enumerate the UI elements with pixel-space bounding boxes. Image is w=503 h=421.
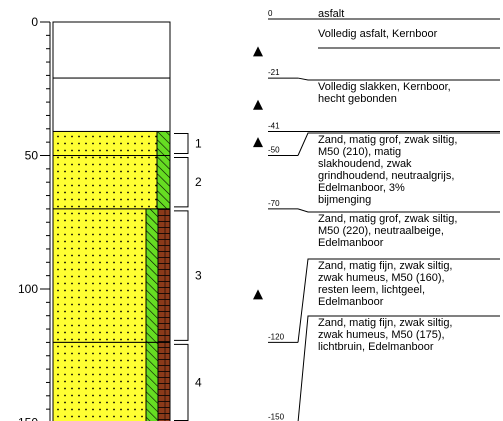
sample-brackets: 1 2 3 4 <box>174 132 202 421</box>
sample-label: 4 <box>195 375 202 389</box>
description-line: zwak humeus, M50 (175), <box>318 329 445 341</box>
triangle-marker <box>253 289 263 300</box>
description-line: Zand, matig fijn, zwak siltig, <box>318 317 453 329</box>
depth-label: -50 <box>268 146 280 155</box>
sample-bracket <box>174 132 189 154</box>
description-line: Edelmanboor <box>318 296 384 308</box>
description-line: asfalt <box>318 8 344 20</box>
description-line: lichtbruin, Edelmanboor <box>318 341 434 353</box>
description-line: M50 (220), neutraalbeige, <box>318 225 444 237</box>
sample-label: 3 <box>195 269 202 283</box>
description-line: bijmenging <box>318 194 371 206</box>
boundary-connector <box>297 132 500 156</box>
layer-silt-stripe <box>156 130 171 157</box>
layer-descriptions: 0 asfalt Volledig asfalt, Kernboor -21 Volle… <box>268 8 500 421</box>
layer-silt-stripe <box>145 208 159 343</box>
depth-axis: 0 50 100 150 <box>18 15 51 421</box>
layer-silt-stripe <box>145 341 159 421</box>
layer-asfalt <box>52 21 171 79</box>
boundary-connector <box>297 258 500 343</box>
description-line: Zand, matig grof, zwak siltig, <box>318 213 457 225</box>
triangle-marker <box>253 99 263 110</box>
sample-bracket <box>174 210 189 341</box>
depth-label: -41 <box>268 121 280 130</box>
depth-label: -21 <box>268 68 280 77</box>
sample-label: 1 <box>195 136 202 150</box>
description-line: resten leem, lichtgeel, <box>318 284 425 296</box>
description-line: Edelmanboor, 3% <box>318 182 405 194</box>
sample-bracket <box>174 343 189 421</box>
description-line: Volledig asfalt, Kernboor <box>318 28 438 40</box>
layer-sand <box>52 341 147 421</box>
depth-label: -70 <box>268 199 280 208</box>
triangle-marker <box>253 137 263 148</box>
triangle-marker <box>253 46 263 57</box>
layer-sand <box>52 130 158 157</box>
boundary-connector <box>297 315 500 421</box>
description-line: grindhoudend, neutraalgrijs, <box>318 170 454 182</box>
description-line: hecht gebonden <box>318 93 397 105</box>
layer-sand <box>52 208 147 343</box>
drilling-markers <box>253 46 263 300</box>
description-line: Volledig slakken, Kernboor, <box>318 81 451 93</box>
description-line: Edelmanboor <box>318 237 384 249</box>
layer-humus-strip <box>157 341 171 421</box>
axis-tick-label: 150 <box>18 416 38 421</box>
layer-silt-stripe <box>156 155 171 210</box>
layer-humus-strip <box>157 208 171 343</box>
axis-tick-label: 0 <box>31 15 38 29</box>
depth-label: 0 <box>268 9 273 18</box>
layer-sand <box>52 155 158 210</box>
layer-slakken <box>52 77 171 132</box>
description-line: slakhoudend, zwak <box>318 158 412 170</box>
depth-label: -120 <box>268 332 285 341</box>
sample-label: 2 <box>195 175 202 189</box>
description-line: zwak humeus, M50 (160), <box>318 272 445 284</box>
description-line: Zand, matig grof, zwak siltig, <box>318 134 457 146</box>
boundary-connector <box>297 77 500 81</box>
sample-bracket <box>174 157 189 208</box>
axis-tick-label: 50 <box>25 149 39 163</box>
axis-tick-label: 100 <box>18 282 38 296</box>
soil-column <box>52 21 171 421</box>
description-line: Zand, matig fijn, zwak siltig, <box>318 260 453 272</box>
depth-label: -150 <box>268 413 285 421</box>
description-line: M50 (210), matig <box>318 146 401 158</box>
boundary-connector <box>297 208 500 213</box>
